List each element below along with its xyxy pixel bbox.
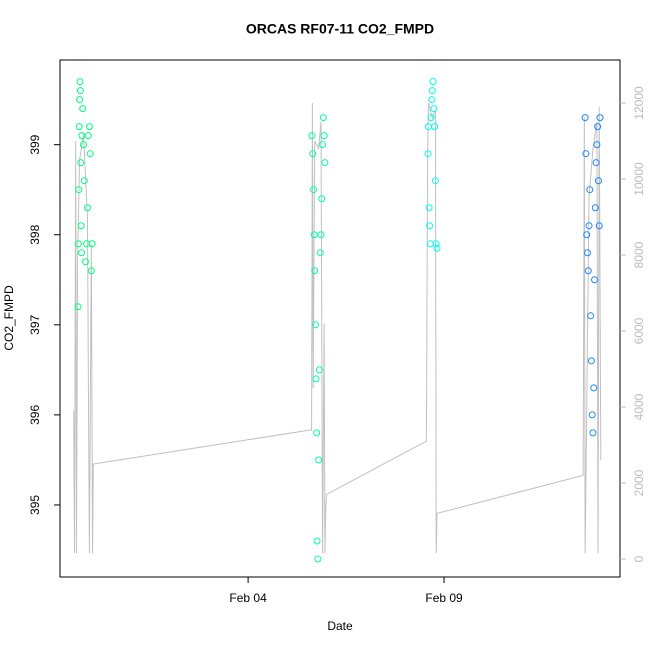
data-point — [83, 240, 91, 248]
data-point — [76, 78, 84, 86]
data-point — [427, 114, 435, 122]
y2-tick-label: 12000 — [632, 86, 646, 120]
data-point — [77, 222, 85, 230]
data-point — [310, 186, 318, 194]
y2-tick-label: 10000 — [632, 162, 646, 196]
data-point — [426, 222, 434, 230]
y-tick-label: 397 — [28, 314, 42, 334]
data-point — [428, 96, 436, 104]
data-point — [315, 456, 323, 464]
data-point — [583, 249, 591, 257]
x-axis-label: Date — [327, 619, 353, 633]
data-point — [591, 204, 599, 212]
data-point — [587, 357, 595, 365]
data-point — [85, 123, 93, 131]
data-point — [79, 105, 87, 113]
plot-frame — [59, 59, 621, 578]
data-point — [75, 186, 83, 194]
data-point — [83, 204, 91, 212]
y2-tick-label: 2000 — [632, 469, 646, 496]
y2-tick-label: 6000 — [632, 317, 646, 344]
data-point — [86, 150, 94, 158]
data-point — [424, 150, 432, 158]
data-point — [76, 87, 84, 95]
data-point — [591, 276, 599, 284]
data-point — [77, 159, 85, 167]
data-point — [584, 267, 592, 275]
y-tick-label: 395 — [28, 495, 42, 515]
data-point — [309, 150, 317, 158]
data-point — [433, 244, 441, 252]
y2-tick-label: 0 — [632, 555, 646, 562]
data-point — [74, 240, 82, 248]
data-point — [84, 132, 92, 140]
data-point — [76, 96, 84, 104]
data-point — [581, 114, 589, 122]
data-point — [426, 240, 434, 248]
chart-title: ORCAS RF07-11 CO2_FMPD — [246, 21, 434, 37]
data-point — [431, 123, 439, 131]
altitude-line — [73, 102, 602, 554]
x-tick-label: Feb 09 — [425, 591, 463, 605]
y2-tick-label: 8000 — [632, 241, 646, 268]
data-point — [317, 231, 325, 239]
data-point — [321, 159, 329, 167]
data-point — [587, 312, 595, 320]
y-tick-label: 398 — [28, 224, 42, 244]
data-point — [586, 186, 594, 194]
data-point — [312, 375, 320, 383]
data-point — [74, 303, 82, 311]
y-axis-label: CO2_FMPD — [2, 285, 16, 351]
data-point — [78, 249, 86, 257]
data-point — [87, 267, 95, 275]
y-tick-label: 399 — [28, 134, 42, 154]
data-point — [312, 321, 320, 329]
data-point — [311, 267, 319, 275]
data-point — [308, 132, 316, 140]
data-point — [314, 555, 322, 563]
data-point — [594, 123, 602, 131]
data-point — [81, 258, 89, 266]
data-point — [594, 177, 602, 185]
x-tick-label: Feb 04 — [229, 591, 267, 605]
data-point — [310, 231, 318, 239]
data-point — [589, 429, 597, 437]
data-point — [316, 249, 324, 257]
data-point — [313, 429, 321, 437]
data-point — [582, 150, 590, 158]
data-point — [80, 141, 88, 149]
data-point — [593, 141, 601, 149]
data-point — [595, 222, 603, 230]
data-point — [75, 123, 83, 131]
data-point — [431, 177, 439, 185]
data-point — [588, 411, 596, 419]
data-point — [425, 204, 433, 212]
data-point — [320, 132, 328, 140]
data-point — [596, 114, 604, 122]
data-point — [315, 366, 323, 374]
y2-tick-label: 4000 — [632, 393, 646, 420]
data-point — [319, 114, 327, 122]
data-point — [590, 384, 598, 392]
data-point — [313, 537, 321, 545]
data-point — [430, 105, 438, 113]
y-tick-label: 396 — [28, 405, 42, 425]
data-point — [429, 78, 437, 86]
data-point — [318, 195, 326, 203]
data-point — [80, 177, 88, 185]
data-point — [583, 231, 591, 239]
data-point — [585, 222, 593, 230]
data-point — [319, 141, 327, 149]
data-point — [88, 240, 96, 248]
data-point — [432, 240, 440, 248]
data-point — [428, 87, 436, 95]
data-point — [592, 159, 600, 167]
